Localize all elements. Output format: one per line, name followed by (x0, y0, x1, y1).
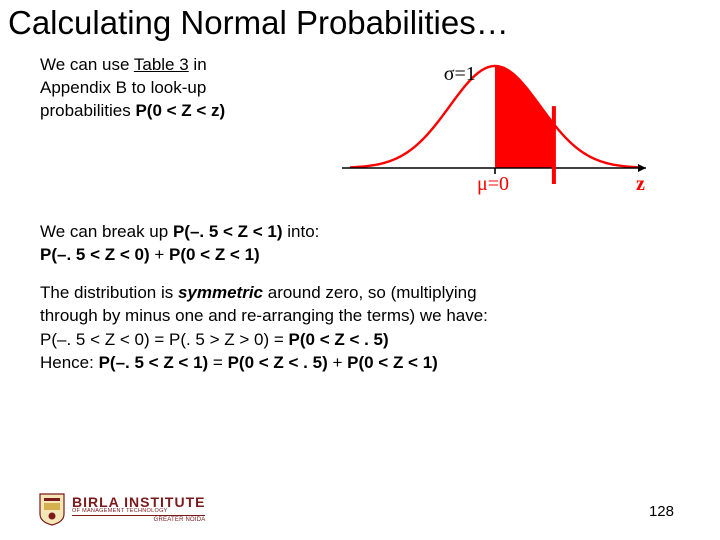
logo-sub-text: OF MANAGEMENT TECHNOLOGY (72, 509, 205, 515)
intro-line3a: probabilities (40, 101, 135, 120)
logo-shield-icon (38, 492, 66, 526)
slide-title: Calculating Normal Probabilities… (0, 0, 720, 50)
p1-l1c: into: (283, 222, 320, 241)
p2-l2: through by minus one and re-arranging th… (40, 306, 488, 325)
logo-location-text: GREATER NOIDA (72, 515, 205, 523)
p1-l1b: P(–. 5 < Z < 1) (173, 222, 283, 241)
p2-l4e: + (328, 353, 347, 372)
p2-l4a: Hence: (40, 353, 99, 372)
logo-main-text: BIRLA INSTITUTE (72, 495, 205, 509)
intro-line1a: We can use (40, 55, 134, 74)
intro-text: We can use Table 3 in Appendix B to look… (40, 50, 320, 123)
intro-line1b: in (189, 55, 207, 74)
p2-l1c: around zero, so (multiplying (263, 283, 477, 302)
p1-l2a: P(–. 5 < Z < 0) (40, 245, 150, 264)
top-row: We can use Table 3 in Appendix B to look… (40, 50, 680, 200)
p2-l1a: The distribution is (40, 283, 178, 302)
p2-l4f: P(0 < Z < 1) (347, 353, 438, 372)
normal-curve-svg: σ=1 μ=0 z (320, 50, 660, 200)
p1-l2b: + (150, 245, 169, 264)
page-number: 128 (649, 503, 674, 520)
p2-symmetric: symmetric (178, 283, 263, 302)
p2-l3a: P(–. 5 < Z < 0) = P(. 5 > Z > 0) = (40, 330, 289, 349)
intro-prob-expr: P(0 < Z < z) (135, 101, 225, 120)
table-reference-link[interactable]: Table 3 (134, 55, 189, 74)
p2-l4c: = (208, 353, 227, 372)
normal-curve-chart: σ=1 μ=0 z (320, 50, 680, 200)
p2-l4d: P(0 < Z < . 5) (228, 353, 328, 372)
p2-l3b: P(0 < Z < . 5) (289, 330, 389, 349)
svg-text:σ=1: σ=1 (444, 63, 476, 85)
p1-l1a: We can break up (40, 222, 173, 241)
p2-l4b: P(–. 5 < Z < 1) (99, 353, 209, 372)
slide-content: We can use Table 3 in Appendix B to look… (0, 50, 720, 375)
svg-text:μ=0: μ=0 (477, 173, 509, 195)
paragraph-1: We can break up P(–. 5 < Z < 1) into: P(… (40, 220, 680, 267)
paragraph-2: The distribution is symmetric around zer… (40, 281, 680, 375)
logo-text: BIRLA INSTITUTE OF MANAGEMENT TECHNOLOGY… (72, 495, 205, 524)
intro-line2: Appendix B to look-up (40, 78, 206, 97)
institute-logo: BIRLA INSTITUTE OF MANAGEMENT TECHNOLOGY… (38, 492, 205, 526)
p1-l2c: P(0 < Z < 1) (169, 245, 260, 264)
svg-text:z: z (636, 173, 645, 195)
